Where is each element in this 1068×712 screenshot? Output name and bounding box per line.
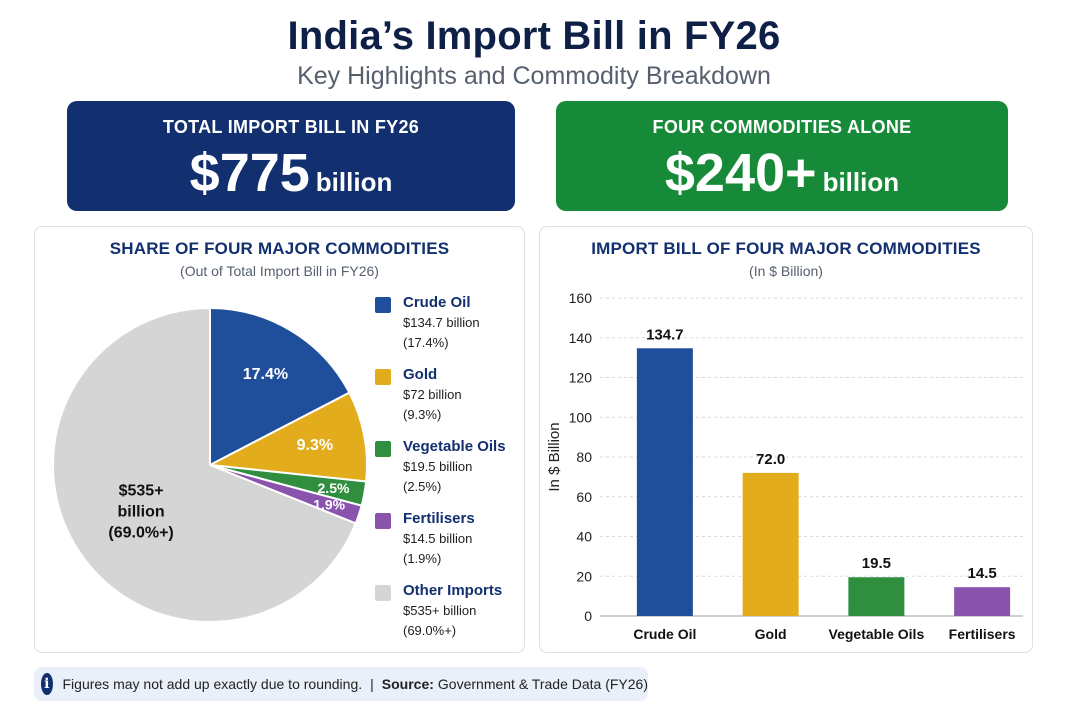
y-tick-label: 160 [569,290,593,306]
legend-amount: $72 billion [403,387,462,402]
pie-slice-other-imports [52,306,358,623]
legend-share: (2.5%) [403,479,442,494]
y-tick-label: 20 [576,568,592,584]
legend-name: Fertilisers [403,510,475,527]
y-tick-label: 0 [584,608,592,624]
legend-swatch [375,441,391,457]
four-commodities-value: $240+ [664,143,817,203]
legend-share: (69.0%+) [403,623,457,638]
footer-source: Government & Trade Data (FY26) [437,676,648,692]
y-tick-label: 140 [569,330,593,346]
legend-item-gold: Gold $72 billion (9.3%) [375,365,525,437]
legend-amount: $535+ billion [403,603,477,618]
y-tick-label: 80 [576,449,592,465]
four-commodities-value-row: $240+ billion [556,142,1008,204]
pie-chart-title: SHARE OF FOUR MAJOR COMMODITIES [109,239,450,258]
y-tick-label: 120 [569,370,593,386]
footer-note: i Figures may not add up exactly due to … [34,667,648,701]
legend-item-fertilisers: Fertilisers $14.5 billion (1.9%) [375,509,525,581]
four-commodities-label: FOUR COMMODITIES ALONE [652,117,912,137]
bar-value-label: 14.5 [968,565,997,582]
legend-amount: $134.7 billion [403,315,480,330]
pie-slice-gold [206,391,368,483]
legend-swatch [375,513,391,529]
pie-slice-label: 17.4% [243,366,288,383]
legend-name: Crude Oil [403,294,471,311]
total-import-unit: billion [315,167,393,197]
y-tick-label: 40 [576,529,592,545]
bar-crude-oil [636,348,693,616]
x-tick-label: Crude Oil [633,626,696,642]
total-import-value: $775 [189,143,310,203]
footer-separator: | [370,676,374,692]
legend-name: Vegetable Oils [403,438,506,455]
bar-chart-title: IMPORT BILL OF FOUR MAJOR COMMODITIES [591,239,981,258]
pie-slice-crude-oil [209,306,351,467]
total-import-value-row: $775 billion [67,142,515,204]
y-tick-label: 100 [569,409,593,425]
legend-swatch [375,585,391,601]
bar-chart-panel: IMPORT BILL OF FOUR MAJOR COMMODITIES (I… [539,226,1033,653]
legend-item-vegetable-oils: Vegetable Oils $19.5 billion (2.5%) [375,437,525,509]
total-import-label: TOTAL IMPORT BILL IN FY26 [162,117,420,137]
bar-chart-subtitle: (In $ Billion) [749,263,823,279]
total-import-card: TOTAL IMPORT BILL IN FY26 $775 billion [67,101,515,211]
bar-gold [742,472,799,616]
pie-legend: Crude Oil $134.7 billion (17.4%) Gold $72 bi… [375,293,525,653]
bar-fertilisers [954,587,1011,616]
legend-swatch [375,369,391,385]
pie-chart: 17.4%9.3%2.5%1.9%$535+ billion (69.0%+) [52,306,368,623]
four-commodities-unit: billion [822,167,900,197]
footer-rounding-note: Figures may not add up exactly due to ro… [62,676,363,692]
info-icon: i [41,673,53,695]
bar-vegetable-oils [848,577,905,616]
y-axis-label: In $ Billion [546,422,563,491]
legend-name: Gold [403,366,438,383]
legend-amount: $19.5 billion [403,459,473,474]
x-tick-label: Vegetable Oils [829,626,925,642]
pie-slice-label: 9.3% [297,437,333,454]
bar-value-label: 19.5 [862,555,891,572]
pie-chart-panel: SHARE OF FOUR MAJOR COMMODITIES (Out of … [34,226,525,653]
x-tick-label: Fertilisers [949,626,1016,642]
bar-value-label: 72.0 [756,451,785,468]
y-tick-label: 60 [576,489,592,505]
pie-chart-subtitle: (Out of Total Import Bill in FY26) [180,263,379,279]
pie-slice-label: $535+ billion (69.0%+) [108,483,173,542]
four-commodities-card: FOUR COMMODITIES ALONE $240+ billion [556,101,1008,211]
legend-item-crude-oil: Crude Oil $134.7 billion (17.4%) [375,293,525,365]
legend-share: (1.9%) [403,551,442,566]
legend-name: Other Imports [403,582,503,599]
legend-item-other-imports: Other Imports $535+ billion (69.0%+) [375,581,525,653]
bar-chart: 0 20 40 60 80 100 120 140 160 In $ Billion 134.7 Cr… [546,290,1023,642]
legend-share: (9.3%) [403,407,442,422]
bar-value-label: 134.7 [646,326,684,343]
page-title: India’s Import Bill in FY26 [287,14,781,58]
page-subtitle: Key Highlights and Commodity Breakdown [297,62,771,90]
footer-source-label: Source: [381,676,434,692]
legend-swatch [375,297,391,313]
x-tick-label: Gold [755,626,787,642]
pie-slice-label: 2.5% [318,480,350,496]
legend-share: (17.4%) [403,335,449,350]
legend-amount: $14.5 billion [403,531,473,546]
